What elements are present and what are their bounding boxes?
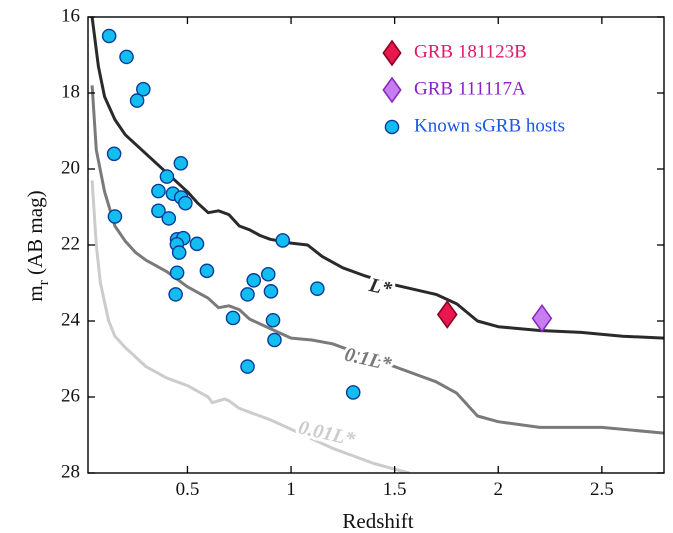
host-point-2-19 bbox=[275, 233, 291, 248]
host-point-2-25 bbox=[240, 287, 255, 302]
host-point-2-26 bbox=[263, 284, 279, 299]
legend: GRB 181123B GRB 111117A Known sGRB hosts bbox=[382, 39, 565, 136]
grb-marker-1-0 bbox=[531, 303, 553, 333]
legend-marker-1 bbox=[382, 76, 402, 104]
y-tick-label-4: 24 bbox=[61, 309, 81, 330]
host-point-2-6 bbox=[151, 183, 166, 199]
curve-label-1: 0.1L* bbox=[343, 344, 395, 376]
host-point-2-21 bbox=[169, 265, 185, 281]
host-point-2-24 bbox=[260, 266, 276, 282]
legend-label-1: GRB 111117A bbox=[414, 78, 526, 99]
legend-marker-0 bbox=[382, 39, 402, 67]
host-point-2-29 bbox=[265, 312, 281, 328]
legend-label-0: GRB 181123B bbox=[414, 41, 527, 62]
host-point-2-31 bbox=[240, 359, 255, 374]
host-point-2-32 bbox=[345, 385, 361, 400]
host-point-2-1 bbox=[119, 49, 134, 65]
host-point-2-0 bbox=[101, 28, 117, 44]
points-layer bbox=[101, 28, 553, 400]
y-tick-label-2: 20 bbox=[61, 157, 80, 178]
y-axis-label-sub: r bbox=[36, 280, 52, 285]
y-tick-label-5: 26 bbox=[61, 385, 80, 406]
host-point-2-2 bbox=[136, 81, 151, 97]
host-point-2-28 bbox=[225, 310, 241, 326]
host-point-2-17 bbox=[189, 236, 205, 252]
curve-label-0: L* bbox=[366, 274, 395, 301]
host-point-2-3 bbox=[129, 93, 145, 108]
host-point-2-20 bbox=[199, 263, 215, 279]
host-point-2-7 bbox=[159, 169, 175, 184]
host-point-2-4 bbox=[106, 146, 122, 162]
curve-line-1 bbox=[90, 85, 664, 435]
y-tick-label-6: 28 bbox=[61, 461, 80, 482]
host-point-2-13 bbox=[107, 209, 123, 224]
y-axis-label: mr (AB mag) bbox=[23, 190, 52, 301]
host-point-2-22 bbox=[168, 287, 183, 302]
y-axis-label-rest: (AB mag) bbox=[23, 190, 47, 280]
y-tick-label-1: 18 bbox=[61, 81, 80, 102]
curve-line-2 bbox=[90, 180, 410, 473]
legend-label-2: Known sGRB hosts bbox=[414, 115, 565, 136]
host-point-2-5 bbox=[173, 155, 189, 171]
x-tick-label-1: 1 bbox=[286, 479, 296, 500]
host-point-2-12 bbox=[161, 211, 177, 226]
host-point-2-23 bbox=[246, 273, 262, 288]
y-axis-label-main: m bbox=[23, 285, 47, 301]
y-tick-label-0: 16 bbox=[61, 5, 80, 26]
host-point-2-10 bbox=[178, 195, 193, 211]
ticks-layer: 0.5 1 1.5 2 2.5 16 18 20 22 24 26 28 bbox=[61, 5, 664, 500]
host-point-2-11 bbox=[151, 203, 166, 219]
y-tick-label-3: 22 bbox=[61, 233, 80, 254]
x-tick-label-4: 2.5 bbox=[590, 479, 614, 500]
grb-marker-0-0 bbox=[436, 300, 458, 329]
legend-marker-2 bbox=[384, 119, 400, 135]
x-tick-label-0: 0.5 bbox=[176, 479, 200, 500]
x-tick-label-2: 1.5 bbox=[383, 479, 407, 500]
host-point-2-30 bbox=[267, 332, 282, 348]
host-point-2-18 bbox=[171, 245, 187, 260]
x-axis-label: Redshift bbox=[342, 509, 413, 533]
host-point-2-27 bbox=[310, 281, 325, 297]
x-tick-label-3: 2 bbox=[493, 479, 503, 500]
